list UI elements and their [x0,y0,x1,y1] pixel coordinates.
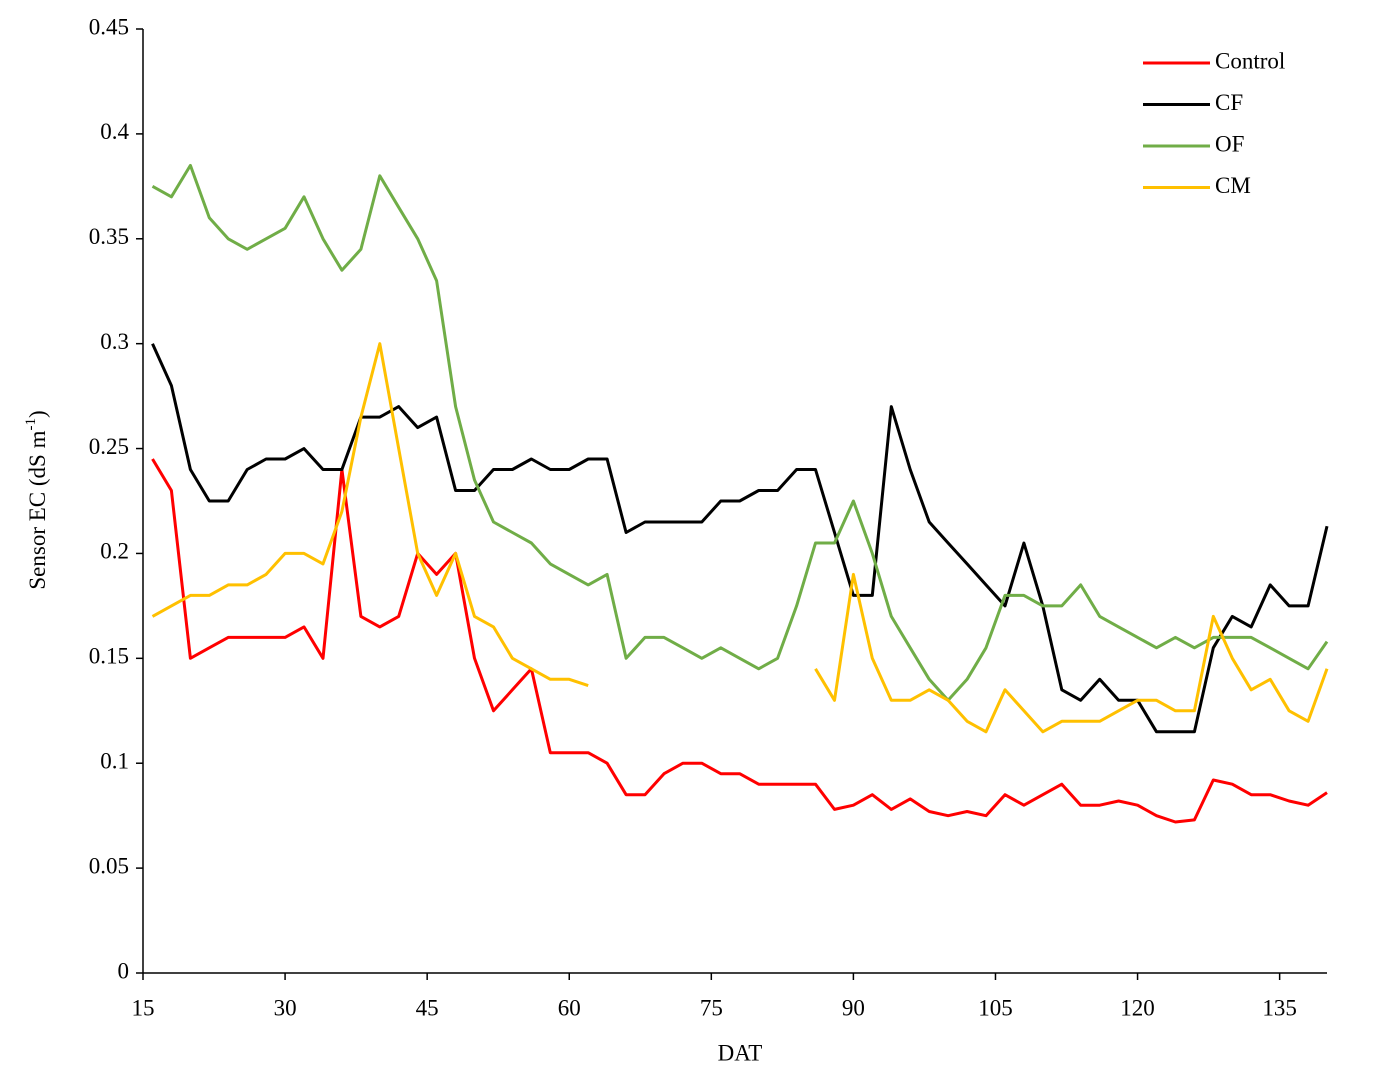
y-axis-label-end: ) [25,410,50,418]
legend-label: Control [1215,48,1285,73]
x-tick-label: 90 [842,995,865,1020]
y-tick-label: 0 [118,958,130,983]
x-tick-label: 75 [700,995,723,1020]
x-tick-label: 45 [416,995,439,1020]
y-tick-label: 0.3 [100,329,129,354]
y-axis-label-sup: -1 [23,418,39,431]
y-tick-label: 0.2 [100,539,129,564]
x-tick-label: 60 [558,995,581,1020]
legend-label: OF [1215,131,1244,156]
y-tick-label: 0.1 [100,749,129,774]
y-tick-label: 0.05 [89,853,129,878]
series-line [151,343,1329,734]
x-tick-label: 30 [274,995,297,1020]
x-tick-label: 120 [1120,995,1155,1020]
x-tick-label: 105 [978,995,1013,1020]
legend-label: CM [1215,173,1251,198]
y-tick-label: 0.45 [89,14,129,39]
x-tick-label: 135 [1262,995,1297,1020]
y-tick-label: 0.25 [89,434,129,459]
y-tick-label: 0.15 [89,644,129,669]
x-tick-label: 15 [132,995,155,1020]
y-tick-label: 0.4 [100,119,129,144]
legend-label: CF [1215,90,1243,115]
y-tick-label: 0.35 [89,224,129,249]
y-axis-label-text: Sensor EC (dS m [25,430,50,589]
x-axis-label: DAT [718,1040,763,1065]
series-line [151,163,1329,702]
series-line [151,458,1328,824]
series-line [151,342,1329,734]
y-axis-label: Sensor EC (dS m-1) [23,410,50,589]
